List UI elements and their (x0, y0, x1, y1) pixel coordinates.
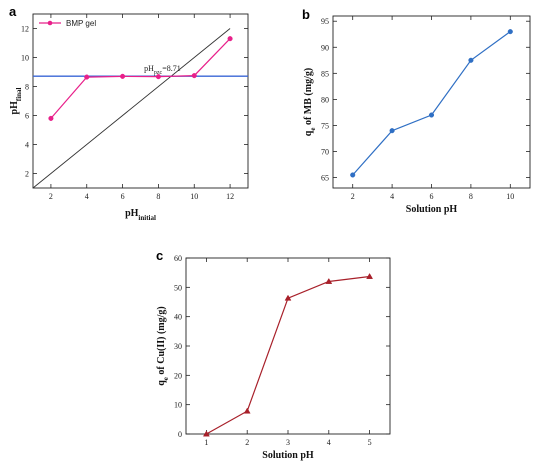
y-tick-label: 30 (174, 342, 182, 351)
x-tick-label: 4 (390, 192, 394, 201)
y-axis-label-part: e (162, 377, 170, 380)
panel-b: b 2 4 6 8 10 65 70 75 80 85 90 95 Solution pH qe of MB… (302, 7, 531, 215)
pzc-annotation-sub: pzc (154, 70, 163, 76)
y-tick-label: 60 (174, 254, 182, 263)
data-point (243, 407, 251, 414)
data-point (428, 112, 435, 118)
y-axis-label: qe of Cu(II) (mg/g) (156, 306, 170, 386)
y-tick-label: 50 (174, 283, 182, 292)
y-axis-label-part: final (15, 87, 23, 101)
y-axis-label-part: of MB (mg/g) (303, 68, 314, 128)
y-tick-label: 95 (321, 17, 329, 26)
x-tick-label: 2 (49, 192, 53, 201)
panel-label-a: a (9, 4, 17, 19)
y-axis-label-part: q (303, 130, 314, 136)
pzc-annotation-main: pH (144, 64, 154, 73)
plot-frame (32, 13, 249, 189)
y-axis-label: pHfinal (9, 87, 23, 114)
y-axis-label-part: e (309, 128, 317, 131)
x-tick-label: 5 (368, 438, 372, 447)
panel-label-c: c (156, 248, 163, 263)
panel-label-b: b (302, 7, 310, 22)
pzc-annotation: pHpzc=8.71 (144, 64, 181, 76)
x-tick-label: 2 (245, 438, 249, 447)
x-axis-label-part: pH (125, 208, 139, 219)
y-axis-label: qe of MB (mg/g) (303, 68, 317, 136)
x-tick-label: 1 (204, 438, 208, 447)
data-point (120, 73, 126, 79)
reference-diagonal-line (32, 28, 231, 189)
y-tick-label: 0 (178, 430, 182, 439)
y-tick-label: 2 (25, 170, 29, 179)
data-point (227, 36, 233, 42)
x-tick-label: 3 (286, 438, 290, 447)
data-point (284, 294, 292, 301)
y-tick-label: 4 (25, 141, 29, 150)
plot-frame (185, 257, 391, 435)
y-tick-label: 85 (321, 69, 329, 78)
y-tick-label: 12 (21, 25, 29, 34)
y-axis-label-part: pH (9, 101, 20, 115)
y-tick-label: 65 (321, 174, 329, 183)
y-tick-label: 80 (321, 95, 329, 104)
y-tick-label: 70 (321, 148, 329, 157)
x-axis-label: Solution pH (406, 204, 458, 215)
data-point (366, 272, 374, 279)
y-tick-label: 40 (174, 313, 182, 322)
x-tick-label: 6 (121, 192, 125, 201)
data-point (389, 128, 395, 134)
series-line (50, 38, 231, 119)
series-line (352, 31, 511, 176)
data-point (84, 74, 90, 80)
y-axis-label-part: q (156, 380, 167, 386)
y-tick-label: 20 (174, 371, 182, 380)
x-axis-label: pHinitial (125, 208, 156, 222)
data-point (48, 115, 54, 121)
x-tick-label: 12 (226, 192, 234, 201)
x-tick-label: 10 (506, 192, 514, 201)
x-tick-label: 2 (351, 192, 355, 201)
y-axis-label-part: of Cu(II) (mg/g) (156, 306, 167, 377)
y-tick-label: 10 (174, 401, 182, 410)
y-tick-label: 6 (25, 112, 29, 121)
x-tick-label: 8 (156, 192, 160, 201)
x-tick-label: 6 (430, 192, 434, 201)
data-point (507, 29, 513, 35)
y-tick-label: 75 (321, 121, 329, 130)
y-tick-label: 8 (25, 83, 29, 92)
y-tick-label: 90 (321, 43, 329, 52)
legend-marker (47, 20, 53, 26)
x-tick-label: 4 (327, 438, 331, 447)
x-axis-label-part: initial (138, 214, 156, 222)
data-point (155, 74, 161, 80)
x-tick-label: 8 (469, 192, 473, 201)
plot-frame (332, 15, 531, 189)
x-tick-label: 10 (190, 192, 198, 201)
legend-label: BMP gel (66, 19, 96, 28)
x-tick-label: 4 (85, 192, 89, 201)
x-axis-label: Solution pH (262, 450, 314, 461)
y-tick-label: 10 (21, 54, 29, 63)
data-point (468, 57, 474, 63)
data-point (350, 172, 356, 178)
data-point (191, 73, 197, 79)
data-point (325, 277, 333, 284)
pzc-annotation-value: =8.71 (162, 64, 181, 73)
data-point (202, 430, 210, 437)
